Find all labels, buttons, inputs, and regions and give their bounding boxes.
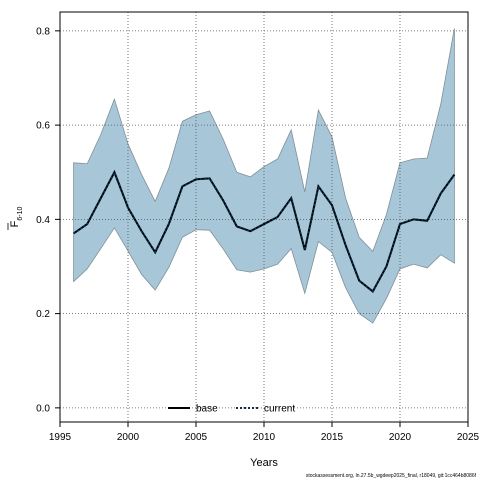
y-axis-title: F6-10 xyxy=(7,207,24,230)
footnote: stockassessment.org, ln.27.5b_wgdeep2025… xyxy=(306,473,477,479)
confidence-band-area xyxy=(73,28,455,324)
svg-text:F6-10: F6-10 xyxy=(9,207,24,228)
y-tick-label: 0.6 xyxy=(36,121,50,132)
x-tick-label: 1995 xyxy=(49,432,72,443)
y-tick-label: 0.0 xyxy=(36,403,50,414)
y-tick-label: 0.8 xyxy=(36,26,50,37)
x-tick-label: 2005 xyxy=(185,432,208,443)
y-axis-title-main: F xyxy=(9,220,21,227)
legend-current-label: current xyxy=(264,404,295,415)
x-tick-label: 2025 xyxy=(457,432,480,443)
series-line-current xyxy=(73,169,456,293)
axes: 1995 2000 2005 2010 2015 2020 2025 0.0 0.2 0.4 0.6… xyxy=(36,26,479,443)
x-tick-label: 2010 xyxy=(253,432,276,443)
confidence-band xyxy=(73,28,455,324)
x-tick-label: 2020 xyxy=(389,432,412,443)
legend-base-label: base xyxy=(196,404,218,415)
y-tick-label: 0.2 xyxy=(36,309,50,320)
y-tick-label: 0.4 xyxy=(36,215,50,226)
y-axis-title-sub: 6-10 xyxy=(17,207,24,221)
legend: base current xyxy=(168,404,295,415)
series-lines xyxy=(73,169,456,293)
x-tick-label: 2000 xyxy=(117,432,140,443)
x-tick-label: 2015 xyxy=(321,432,344,443)
x-axis-title: Years xyxy=(250,457,278,469)
